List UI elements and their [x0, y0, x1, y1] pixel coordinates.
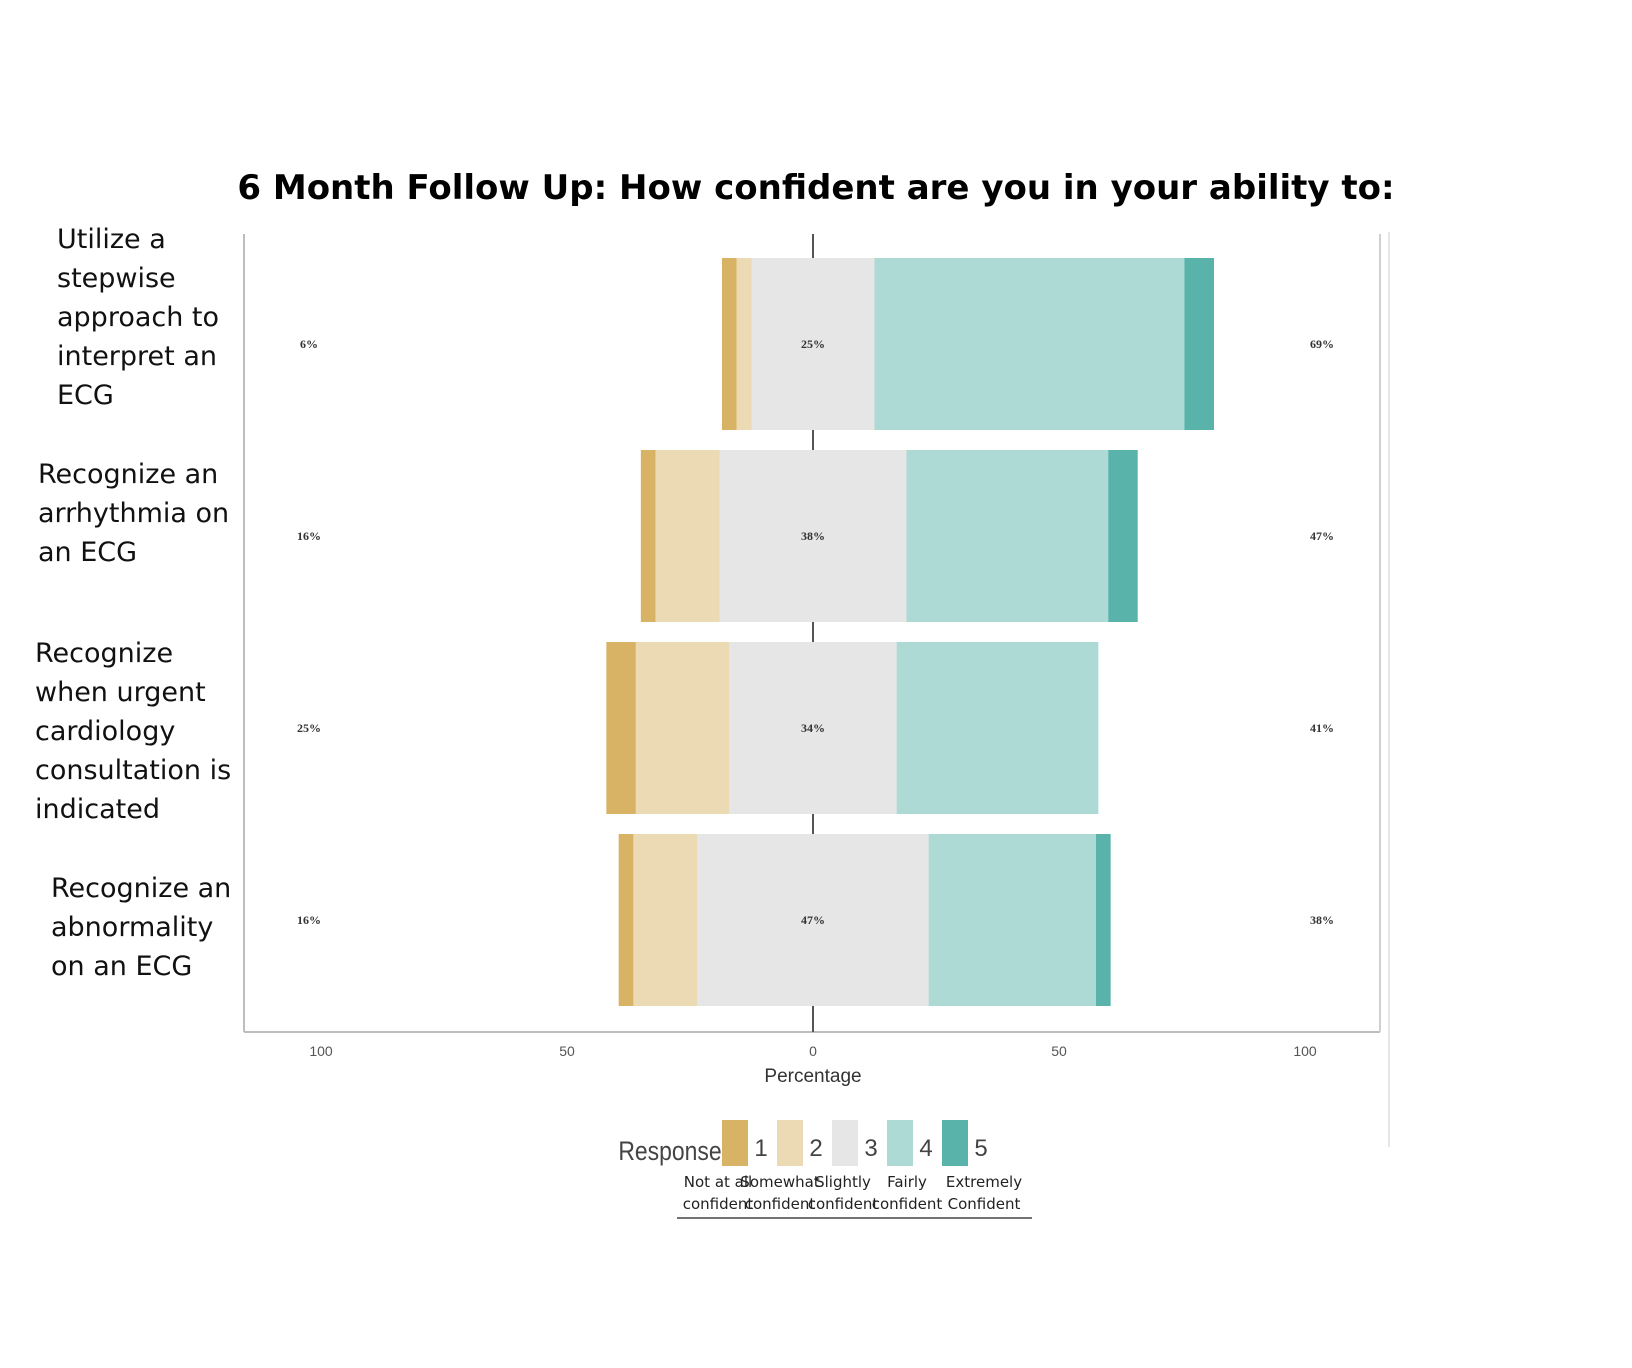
- bar-q4-response-4: [928, 834, 1096, 1006]
- x-tick-label: 50: [1051, 1043, 1067, 1059]
- question-label-4: Recognize an abnormality on an ECG: [51, 873, 232, 982]
- legend-key-1: [722, 1120, 748, 1166]
- bar-q4-response-5: [1095, 834, 1111, 1006]
- legend-caption-3: confident: [808, 1195, 879, 1213]
- x-axis-title: Percentage: [764, 1066, 861, 1087]
- legend-caption-1: Not at all: [684, 1173, 752, 1191]
- question-label-1: Utilize a stepwise approach to interpret…: [57, 224, 220, 411]
- bar-q2-response-5: [1108, 450, 1138, 622]
- pct-label-center: 25%: [801, 337, 825, 351]
- legend-key-3: [832, 1120, 858, 1166]
- bar-q2-response-3: [719, 450, 907, 622]
- legend-caption-2: confident: [745, 1195, 816, 1213]
- x-tick-label: 0: [809, 1043, 817, 1059]
- bar-q3-response-4: [896, 642, 1099, 814]
- pct-label-left: 16%: [297, 913, 321, 927]
- legend-caption-3: Slightly: [815, 1173, 871, 1191]
- bar-q1-response-5: [1184, 258, 1214, 430]
- bar-q1-response-3: [751, 258, 875, 430]
- pct-label-right: 47%: [1310, 529, 1334, 543]
- legend-caption-2: Somewhat: [740, 1173, 820, 1191]
- bar-q2-response-4: [906, 450, 1109, 622]
- bar-q3-response-1: [606, 642, 636, 814]
- pct-label-center: 34%: [801, 721, 825, 735]
- legend-caption-5: Confident: [948, 1195, 1021, 1213]
- x-tick-label: 100: [309, 1043, 333, 1059]
- x-tick-label: 100: [1293, 1043, 1317, 1059]
- legend-code-2: 2: [809, 1135, 822, 1162]
- pct-label-right: 41%: [1310, 721, 1334, 735]
- legend-caption-1: confident: [683, 1195, 754, 1213]
- bar-q4-response-2: [633, 834, 698, 1006]
- pct-label-left: 6%: [300, 337, 318, 351]
- bar-q1-response-2: [736, 258, 752, 430]
- bar-q1-response-4: [874, 258, 1185, 430]
- legend-code-1: 1: [754, 1135, 767, 1162]
- legend-title: Response: [618, 1136, 721, 1166]
- legend-key-2: [777, 1120, 803, 1166]
- pct-label-right: 38%: [1310, 913, 1334, 927]
- x-tick-label: 50: [559, 1043, 575, 1059]
- bar-q4-response-3: [697, 834, 929, 1006]
- bar-q1-response-1: [721, 258, 737, 430]
- bar-q2-response-2: [655, 450, 720, 622]
- pct-label-right: 69%: [1310, 337, 1334, 351]
- bar-q3-response-2: [635, 642, 730, 814]
- question-label-3: Recognize when urgent cardiology consult…: [35, 638, 232, 825]
- legend-key-4: [887, 1120, 913, 1166]
- pct-label-left: 25%: [297, 721, 321, 735]
- pct-label-left: 16%: [297, 529, 321, 543]
- question-label-2: Recognize an arrhythmia on an ECG: [38, 459, 230, 568]
- bar-q2-response-1: [640, 450, 656, 622]
- legend-code-3: 3: [864, 1135, 877, 1162]
- legend-code-4: 4: [919, 1135, 932, 1162]
- bar-q4-response-1: [618, 834, 634, 1006]
- legend-caption-5: Extremely: [946, 1173, 1022, 1191]
- panel-divider: [1388, 232, 1390, 1147]
- chart-title: 6 Month Follow Up: How confident are you…: [237, 168, 1395, 208]
- legend-key-5: [942, 1120, 968, 1166]
- legend-caption-4: confident: [872, 1195, 943, 1213]
- bar-q3-response-3: [729, 642, 897, 814]
- legend-caption-4: Fairly: [887, 1173, 927, 1191]
- pct-label-center: 47%: [801, 913, 825, 927]
- legend-code-5: 5: [974, 1135, 987, 1162]
- pct-label-center: 38%: [801, 529, 825, 543]
